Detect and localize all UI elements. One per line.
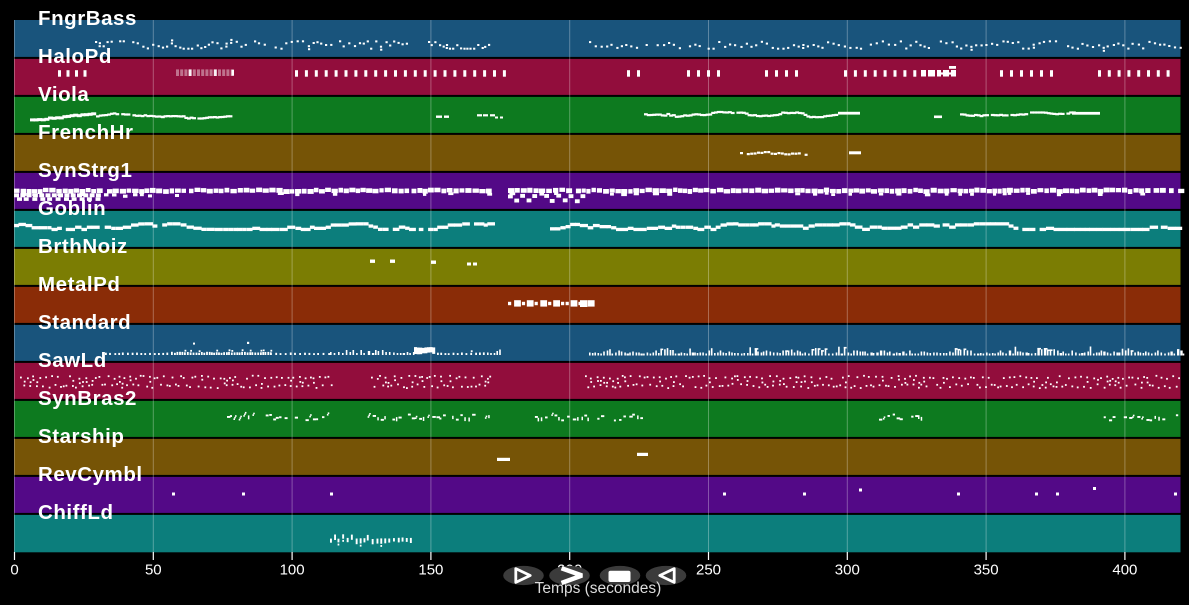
svg-text:Standard: Standard <box>38 311 131 334</box>
svg-text:0: 0 <box>10 562 18 579</box>
svg-text:Temps (secondes): Temps (secondes) <box>535 580 662 597</box>
svg-text:250: 250 <box>696 562 721 579</box>
svg-text:400: 400 <box>1112 562 1137 579</box>
svg-text:RevCymbl: RevCymbl <box>38 463 143 486</box>
svg-text:Starship: Starship <box>38 425 124 448</box>
svg-text:ChiffLd: ChiffLd <box>38 501 114 524</box>
svg-text:BrthNoiz: BrthNoiz <box>38 235 128 258</box>
svg-text:50: 50 <box>145 562 162 579</box>
svg-text:100: 100 <box>280 562 305 579</box>
svg-text:Goblin: Goblin <box>38 197 106 220</box>
svg-text:FrenchHr: FrenchHr <box>38 121 134 144</box>
svg-text:SawLd: SawLd <box>38 349 107 372</box>
svg-text:MetalPd: MetalPd <box>38 273 120 296</box>
svg-text:300: 300 <box>835 562 860 579</box>
svg-text:HaloPd: HaloPd <box>38 45 112 68</box>
svg-text:350: 350 <box>974 562 999 579</box>
svg-text:SynStrg1: SynStrg1 <box>38 159 132 182</box>
svg-text:Viola: Viola <box>38 83 89 106</box>
svg-text:SynBras2: SynBras2 <box>38 387 137 410</box>
svg-text:FngrBass: FngrBass <box>38 7 137 30</box>
svg-text:150: 150 <box>418 562 443 579</box>
